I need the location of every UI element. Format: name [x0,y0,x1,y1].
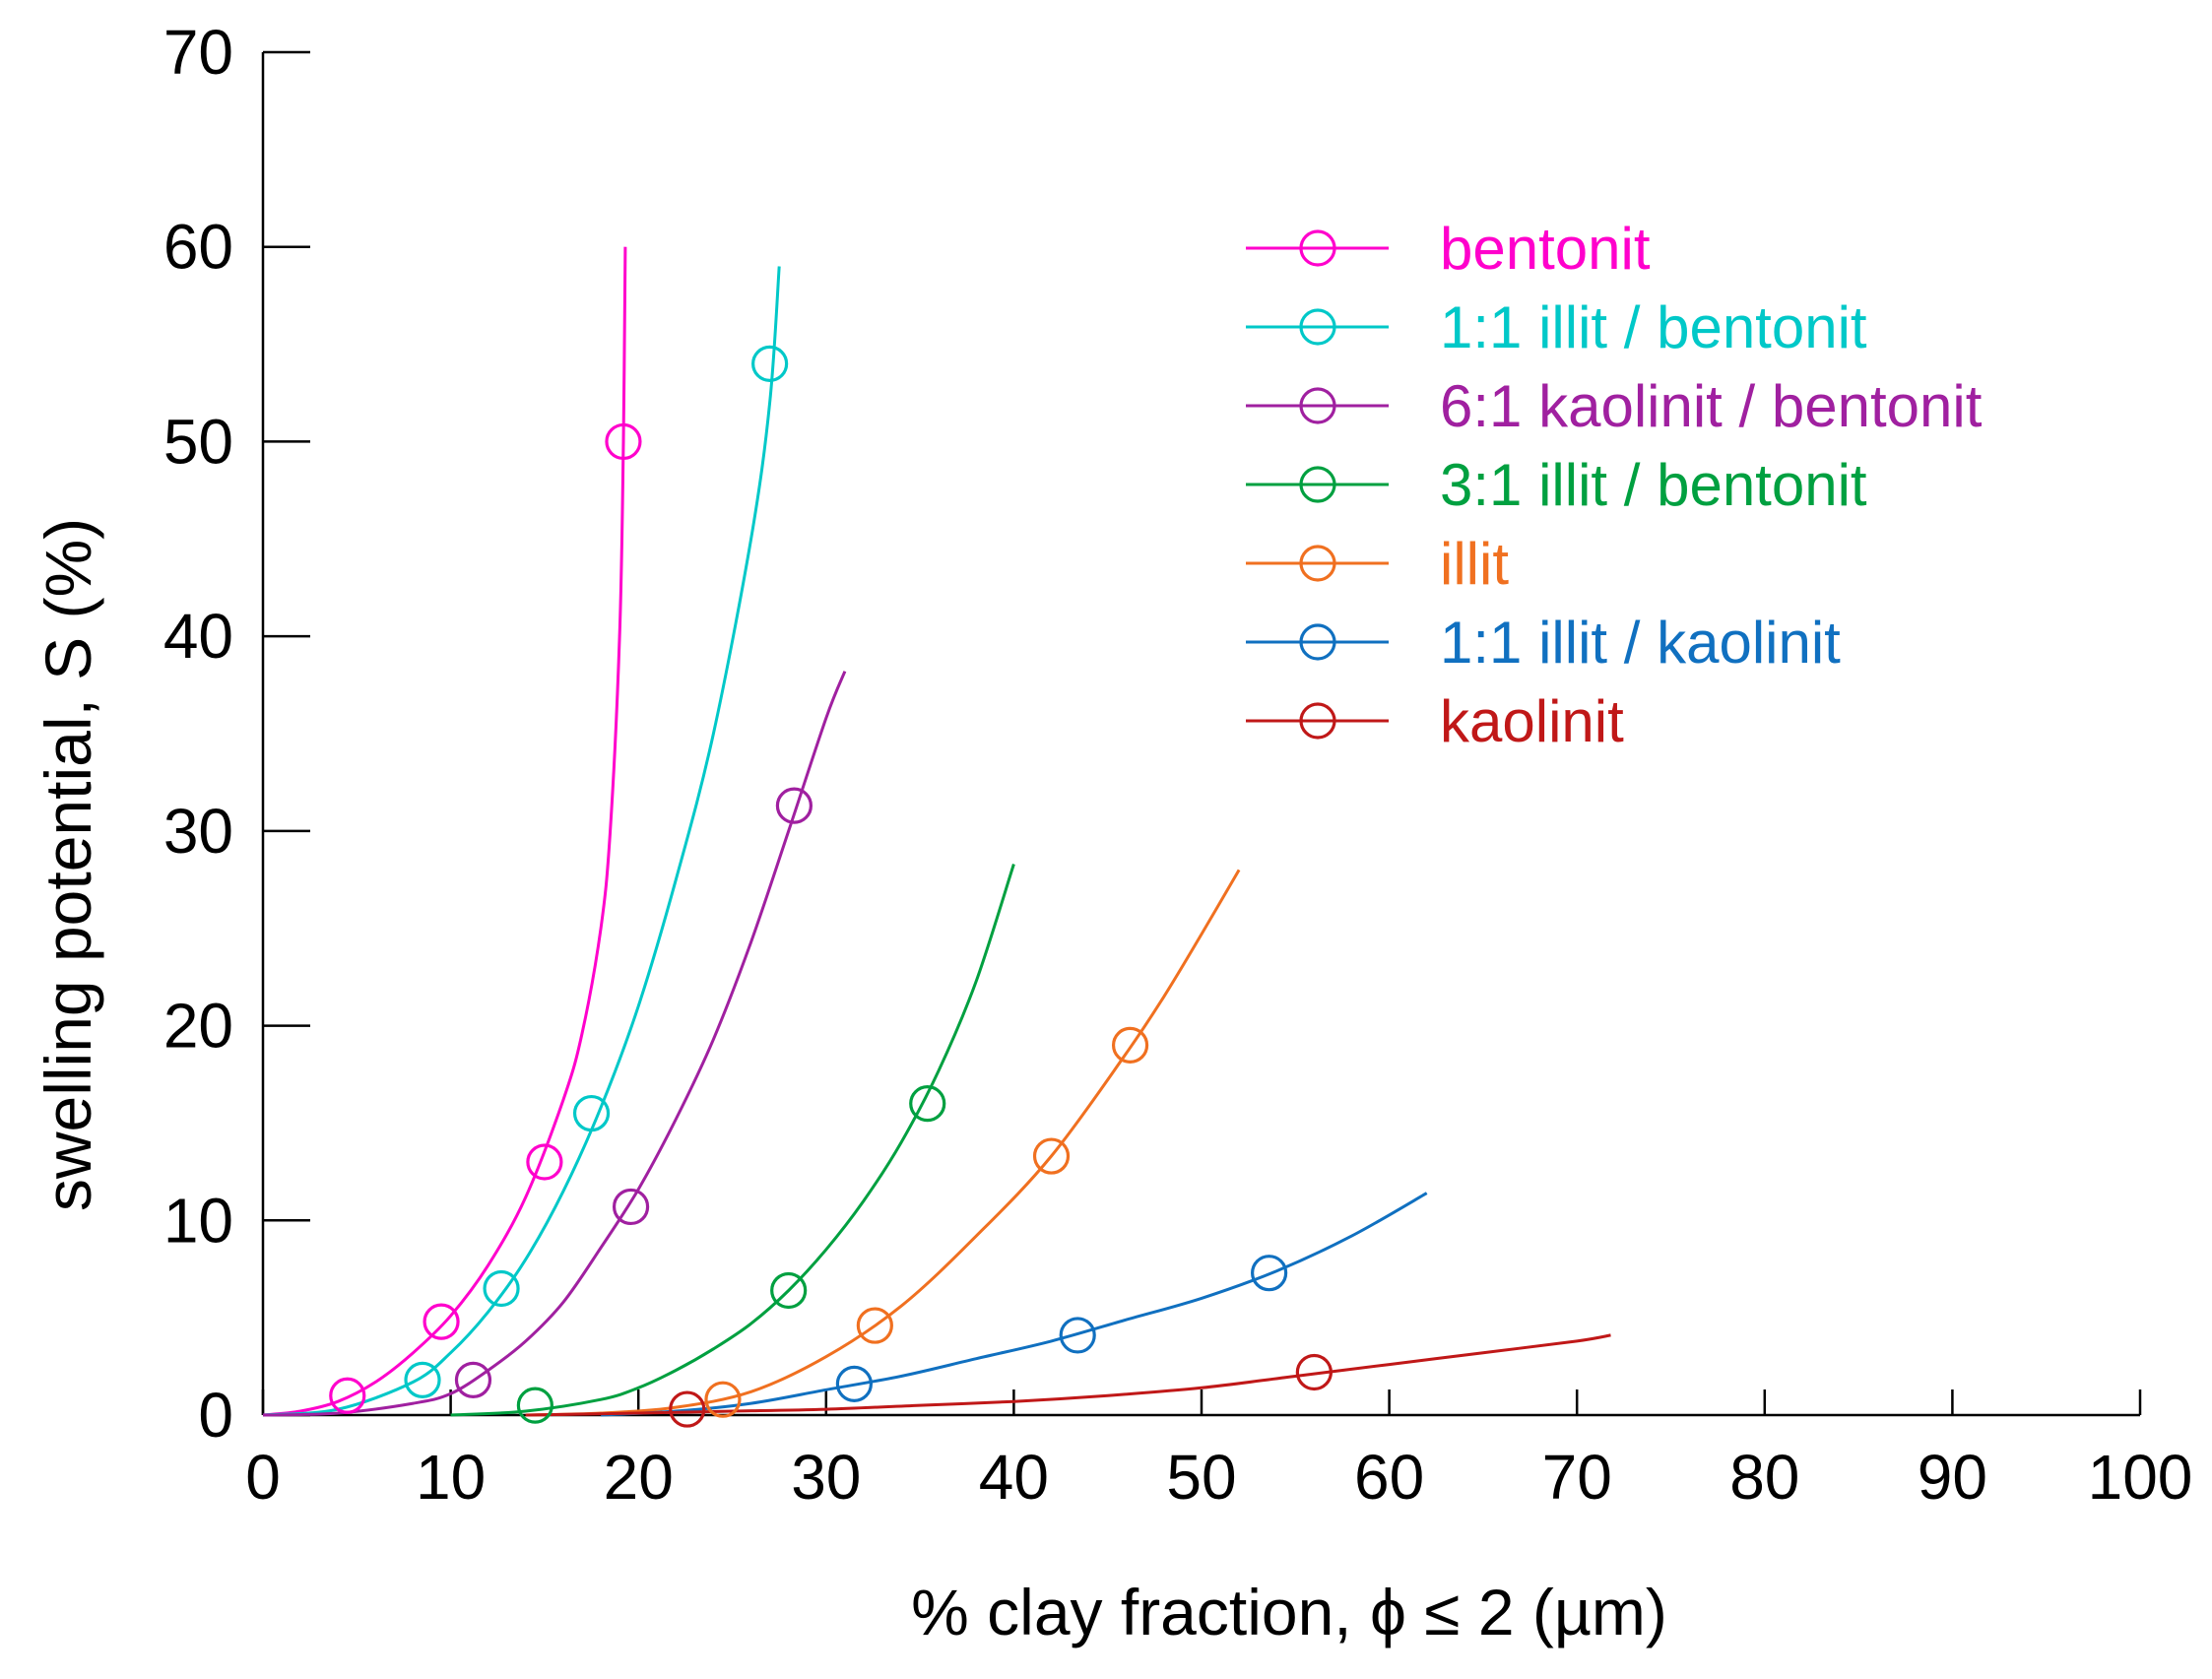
legend-marker [1299,387,1336,424]
x-tick-label: 80 [1729,1442,1799,1513]
data-point [1032,1137,1071,1175]
x-tick-label: 20 [604,1442,674,1513]
data-point [1059,1317,1096,1354]
data-point [612,1188,650,1226]
data-point [605,422,642,461]
legend: bentonit 1:1 illit / bentonit 6:1 kaolinit… [1246,216,1983,754]
y-tick-label: 0 [198,1380,233,1451]
data-point [423,1303,460,1340]
legend-label: 1:1 illit / kaolinit [1440,610,1841,676]
data-point [835,1365,873,1402]
data-point [329,1377,366,1414]
data-point [516,1387,553,1424]
data-point [404,1361,441,1399]
x-tick-label: 60 [1354,1442,1424,1513]
x-tick-label: 70 [1542,1442,1612,1513]
data-point [572,1094,611,1132]
data-point [770,1271,808,1310]
data-point [454,1361,492,1399]
legend-marker [1299,545,1336,582]
x-tick-label: 0 [245,1442,281,1513]
series-curve-5 [601,1192,1428,1417]
series-curve-1 [262,266,781,1417]
y-tick-label: 20 [163,991,233,1062]
y-tick-label: 50 [163,406,233,477]
legend-marker [1299,702,1336,740]
legend-marker [1299,466,1336,503]
x-tick-label: 10 [416,1442,486,1513]
y-tick-label: 40 [163,601,233,672]
data-point [909,1085,946,1123]
data-point [1111,1026,1149,1064]
legend-marker [1299,623,1336,661]
legend-label: 1:1 illit / bentonit [1440,294,1867,360]
series-markers [329,345,1333,1428]
data-point [526,1143,563,1181]
legend-label: kaolinit [1440,688,1624,754]
axes: 0 10 20 30 40 50 60 70 80 90 100 0 10 20 30 40 50 60 70 [163,17,2193,1513]
legend-label: 3:1 illit / bentonit [1440,452,1867,518]
legend-marker [1299,229,1336,267]
series-curve-4 [525,869,1241,1417]
series-curve-6 [525,1333,1611,1417]
data-point [704,1381,742,1418]
series-curve-0 [262,246,627,1417]
series-curve-2 [262,671,847,1417]
data-point [669,1390,706,1428]
y-tick-label: 70 [163,17,233,88]
x-tick-label: 40 [979,1442,1049,1513]
data-point [1251,1255,1288,1292]
series-curves [262,246,1611,1417]
series-curve-3 [450,864,1015,1417]
data-point [775,787,813,824]
y-axis-label: swelling potential, S (%) [32,518,104,1211]
x-tick-label: 30 [791,1442,861,1513]
legend-label: bentonit [1440,216,1651,282]
y-tick-label: 10 [163,1185,233,1256]
legend-label: illit [1440,531,1509,597]
x-tick-label: 50 [1166,1442,1236,1513]
legend-marker [1299,308,1336,346]
x-tick-label: 100 [2088,1442,2193,1513]
legend-label: 6:1 kaolinit / bentonit [1440,373,1983,439]
x-axis-label: % clay fraction, ϕ ≤ 2 (µm) [911,1576,1667,1648]
x-tick-label: 90 [1918,1442,1987,1513]
data-point [856,1307,893,1344]
data-point [1295,1353,1333,1391]
y-tick-label: 60 [163,212,233,283]
data-point [751,345,789,382]
data-point [483,1269,520,1308]
y-tick-label: 30 [163,796,233,867]
